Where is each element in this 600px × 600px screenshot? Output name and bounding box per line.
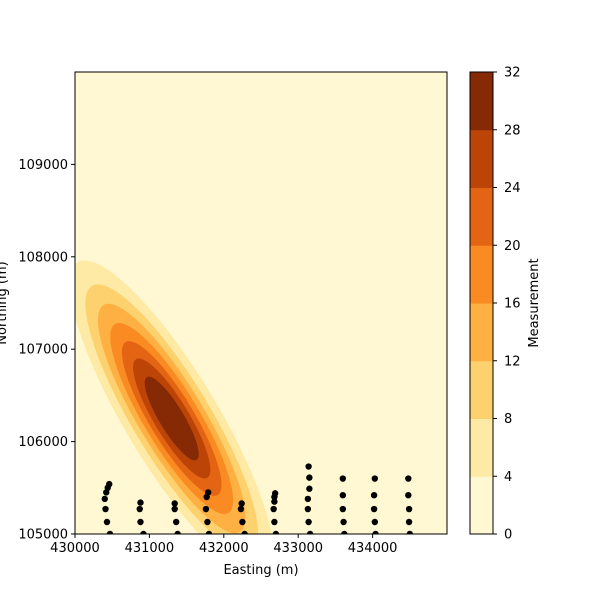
x-tick-label: 430000	[50, 541, 100, 556]
x-tick-label: 432000	[199, 541, 249, 556]
colorbar	[470, 72, 493, 535]
y-tick-label: 105000	[18, 528, 68, 543]
colorbar-tick-label: 28	[504, 123, 521, 138]
sample-point	[270, 505, 277, 513]
sample-point	[305, 518, 312, 526]
sample-point	[306, 530, 314, 534]
y-axis-ticks: 105000 106000 107000 108000 109000	[18, 158, 75, 543]
sample-point	[304, 495, 312, 503]
colorbar-tick-label: 20	[504, 239, 521, 254]
colorbar-label: Measurement	[527, 258, 542, 347]
sample-point	[406, 530, 413, 534]
colorbar-ticks: 0 4 8 12 16 20 24 28 32	[493, 66, 521, 543]
sample-point	[136, 505, 143, 513]
colorbar-segment	[470, 129, 493, 188]
sample-point	[102, 505, 109, 513]
y-tick-label: 107000	[18, 343, 68, 358]
sample-point	[341, 530, 348, 534]
colorbar-segment	[470, 418, 493, 477]
sample-point	[106, 530, 114, 534]
sample-point	[202, 505, 210, 513]
sample-point	[171, 505, 178, 513]
sample-point	[271, 498, 278, 505]
contour-layer	[75, 260, 274, 534]
sample-point	[239, 518, 246, 526]
sample-point	[172, 518, 180, 526]
colorbar-segment	[470, 303, 493, 362]
sample-point	[405, 491, 412, 499]
sample-point	[339, 475, 347, 482]
x-tick-label: 433000	[273, 541, 323, 556]
sample-point	[238, 500, 245, 507]
sample-point	[371, 518, 379, 526]
sample-point	[103, 518, 111, 526]
sample-point	[405, 475, 412, 482]
sample-point	[103, 489, 110, 496]
sample-point	[174, 530, 181, 534]
sample-point	[237, 505, 245, 513]
y-axis-label: Northing (m)	[0, 261, 10, 344]
sample-point	[306, 485, 313, 492]
colorbar-segment	[470, 245, 493, 304]
colorbar-segment	[470, 72, 493, 131]
colorbar-tick-label: 12	[504, 354, 521, 369]
sample-point	[272, 530, 280, 534]
colorbar-tick-label: 16	[504, 297, 521, 312]
colorbar-tick-label: 4	[504, 470, 512, 485]
sample-point	[140, 530, 147, 534]
colorbar-tick-label: 24	[504, 181, 521, 196]
sample-point	[304, 505, 312, 513]
sample-points	[101, 463, 413, 534]
sample-point	[405, 518, 413, 526]
colorbar-tick-label: 0	[504, 528, 512, 543]
sample-point	[205, 530, 213, 534]
sample-point	[271, 493, 278, 501]
sample-point	[370, 491, 378, 499]
colorbar-frame	[469, 71, 494, 535]
y-tick-label: 108000	[18, 250, 68, 265]
sample-point	[271, 518, 278, 526]
sample-point	[101, 495, 108, 503]
sample-point	[339, 491, 347, 499]
colorbar-segment	[470, 360, 493, 419]
sample-point	[137, 518, 144, 526]
x-tick-label: 431000	[125, 541, 175, 556]
plot-frame	[74, 71, 448, 535]
y-tick-label: 106000	[18, 435, 68, 450]
colorbar-tick-label: 8	[504, 412, 512, 427]
colorbar-segment	[470, 187, 493, 246]
sample-point	[305, 463, 312, 470]
sample-point	[204, 518, 211, 526]
sample-point	[371, 475, 379, 482]
sample-point	[306, 474, 313, 481]
sample-point	[370, 505, 378, 513]
sample-point	[339, 505, 347, 513]
x-axis-label: Easting (m)	[223, 563, 298, 578]
y-tick-label: 109000	[18, 158, 68, 173]
sample-point	[137, 499, 144, 506]
x-tick-label: 434000	[348, 541, 398, 556]
x-axis-ticks: 430000 431000 432000 433000 434000	[50, 534, 397, 556]
sample-point	[203, 493, 210, 501]
sample-point	[340, 518, 347, 526]
sample-point	[372, 530, 379, 534]
colorbar-tick-label: 32	[504, 66, 521, 81]
colorbar-segment	[470, 476, 493, 535]
sample-point	[241, 530, 248, 534]
sample-point	[171, 500, 178, 507]
contour-band	[144, 376, 199, 461]
sample-point	[405, 505, 413, 513]
